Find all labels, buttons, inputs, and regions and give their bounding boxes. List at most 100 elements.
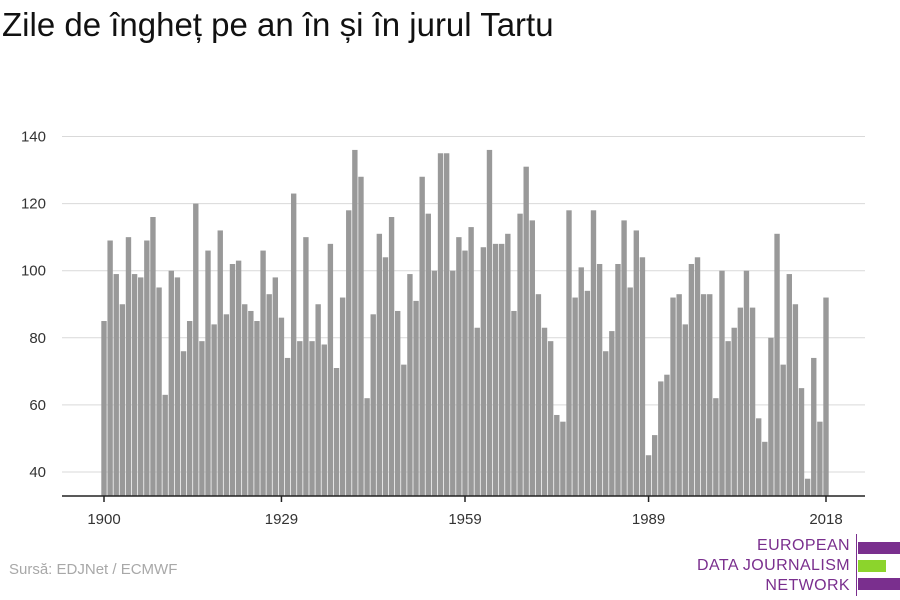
bar-1951 (413, 300, 419, 496)
y-tick-label-120: 120 (21, 196, 46, 213)
bar-1945 (376, 233, 383, 497)
x-tick-label-1929: 1929 (265, 511, 298, 528)
bar-1977 (572, 297, 578, 496)
bar-1995 (682, 324, 688, 496)
bar-1994 (676, 294, 682, 496)
bar-1903 (119, 304, 126, 496)
bar-1966 (505, 233, 511, 497)
bar-1961 (474, 327, 480, 496)
bar-1928 (272, 277, 279, 496)
bar-1909 (156, 287, 162, 496)
bar-1908 (150, 217, 156, 496)
bar-1979 (584, 290, 591, 496)
bar-1935 (315, 304, 321, 496)
bar-1920 (223, 314, 230, 496)
bar-1902 (113, 274, 119, 496)
chart-title: Zile de îngheț pe an în și în jurul Tart… (2, 6, 554, 43)
bar-1901 (107, 240, 113, 496)
bar-1987 (633, 230, 640, 496)
y-tick-label-100: 100 (21, 263, 46, 280)
bar-1975 (560, 421, 566, 496)
bar-1950 (407, 274, 413, 496)
bar-2011 (780, 364, 786, 496)
logo-bar-top (858, 542, 900, 554)
bar-1982 (603, 351, 609, 496)
bar-1947 (388, 217, 395, 496)
bar-1924 (248, 310, 254, 496)
bar-1925 (254, 321, 260, 496)
bar-1971 (535, 294, 542, 496)
bar-2007 (756, 418, 762, 496)
bar-1904 (125, 237, 132, 496)
x-tick-label-1900: 1900 (87, 511, 120, 528)
bar-1990 (651, 435, 658, 496)
edjnet-logo[interactable]: EUROPEAN DATA JOURNALISM NETWORK (697, 528, 900, 600)
bar-1919 (217, 230, 223, 496)
bar-1937 (327, 243, 334, 496)
logo-divider (856, 534, 857, 596)
bar-2005 (743, 270, 750, 496)
bar-1999 (707, 294, 713, 496)
y-axis: 40 60 80 100 120 140 (21, 129, 46, 482)
bar-1942 (358, 176, 364, 496)
bar-1965 (499, 243, 505, 496)
bar-1986 (627, 287, 633, 496)
bar-1917 (205, 250, 211, 496)
bar-1936 (321, 344, 327, 496)
bar-2010 (774, 233, 780, 497)
bar-1944 (370, 314, 376, 496)
bar-1978 (578, 267, 584, 496)
bar-2012 (786, 274, 792, 496)
logo-line-2: DATA JOURNALISM (697, 557, 850, 574)
bar-2004 (737, 307, 744, 496)
bar-1900 (101, 321, 107, 496)
bar-1981 (596, 263, 603, 496)
bar-1992 (664, 374, 670, 496)
bar-1955 (437, 153, 444, 496)
bar-1968 (517, 213, 523, 497)
bar-1915 (193, 203, 199, 496)
bar-1959 (462, 250, 468, 496)
bar-1927 (266, 294, 272, 496)
bar-1956 (443, 153, 450, 496)
bar-1996 (688, 263, 695, 496)
bar-2001 (719, 270, 725, 496)
bar-1952 (419, 176, 425, 496)
bar-1993 (670, 297, 676, 496)
logo-line-3: NETWORK (765, 577, 850, 594)
bar-1958 (456, 237, 462, 496)
bar-1980 (590, 210, 597, 496)
bar-1913 (180, 351, 187, 496)
bar-1974 (554, 414, 560, 496)
bars (101, 149, 829, 497)
bar-1964 (492, 243, 499, 496)
bar-1984 (615, 263, 621, 496)
bar-1949 (401, 364, 407, 496)
bar-1931 (290, 193, 297, 497)
bar-1960 (468, 227, 474, 496)
y-tick-label-60: 60 (29, 397, 46, 414)
y-tick-label-140: 140 (21, 129, 46, 146)
bar-1983 (609, 331, 615, 496)
bar-1954 (431, 270, 438, 496)
bar-1938 (333, 368, 340, 496)
bar-2002 (725, 341, 731, 496)
bar-1957 (450, 270, 456, 496)
bar-2008 (762, 441, 768, 496)
logo-line-1: EUROPEAN (757, 537, 850, 554)
bar-1916 (199, 341, 205, 496)
x-tick-label-1989: 1989 (632, 511, 665, 528)
bar-1943 (364, 398, 370, 496)
source-note: Sursă: EDJNet / ECMWF (9, 561, 178, 578)
logo-bar-middle (858, 560, 886, 572)
bar-1929 (278, 317, 285, 496)
bar-1970 (529, 220, 535, 497)
bar-1969 (523, 166, 529, 496)
bar-2000 (713, 398, 719, 496)
bar-1910 (162, 394, 168, 496)
bar-2017 (817, 421, 823, 496)
bar-1997 (694, 257, 701, 496)
bar-1911 (168, 270, 174, 496)
bar-2016 (811, 357, 817, 496)
